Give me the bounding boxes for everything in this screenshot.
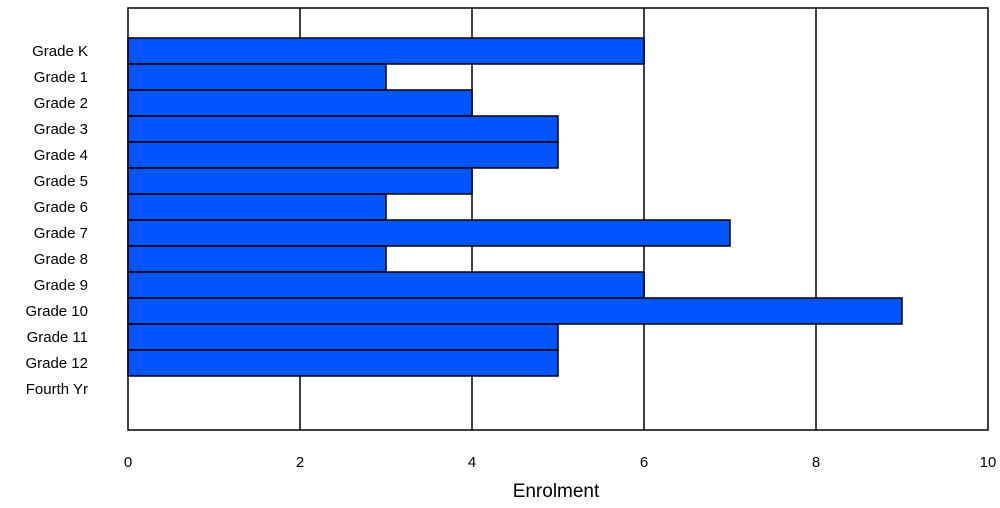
bar <box>127 349 559 377</box>
x-tick-labels: 0 2 4 6 8 10 <box>124 454 997 471</box>
bar <box>127 193 387 221</box>
x-tick-label: 10 <box>980 454 997 471</box>
y-tick-label: Grade 10 <box>25 303 88 320</box>
x-tick-label: 6 <box>640 454 648 471</box>
bar <box>127 167 473 195</box>
x-axis-label: Enrolment <box>513 481 600 502</box>
x-tick-label: 0 <box>124 454 132 471</box>
x-tick-label: 8 <box>812 454 820 471</box>
bar <box>127 323 559 351</box>
y-tick-label: Fourth Yr <box>26 381 88 398</box>
y-tick-label: Grade 2 <box>34 95 88 112</box>
bar <box>127 89 473 117</box>
bar <box>127 245 387 273</box>
y-tick-label: Grade 12 <box>25 355 88 372</box>
y-tick-label: Grade 7 <box>34 225 88 242</box>
x-tick-label: 2 <box>296 454 304 471</box>
y-tick-label: Grade 3 <box>34 121 88 138</box>
y-tick-labels: Grade K Grade 1 Grade 2 Grade 3 Grade 4 Grade… <box>25 43 88 398</box>
y-tick-label: Grade 6 <box>34 199 88 216</box>
bar <box>127 63 387 91</box>
y-tick-label: Grade 4 <box>34 147 88 164</box>
bar <box>127 271 645 299</box>
bar <box>127 219 731 247</box>
y-tick-label: Grade 8 <box>34 251 88 268</box>
bar <box>127 141 559 169</box>
bar <box>127 115 559 143</box>
y-tick-label: Grade K <box>32 43 88 60</box>
y-tick-label: Grade 1 <box>34 69 88 86</box>
bar <box>127 37 645 65</box>
plot-frame <box>127 7 989 431</box>
y-tick-label: Grade 5 <box>34 173 88 190</box>
y-tick-label: Grade 11 <box>27 329 88 346</box>
x-tick-label: 4 <box>468 454 476 471</box>
y-tick-label: Grade 9 <box>34 277 88 294</box>
bar-layer <box>127 37 903 377</box>
bar <box>127 297 903 325</box>
